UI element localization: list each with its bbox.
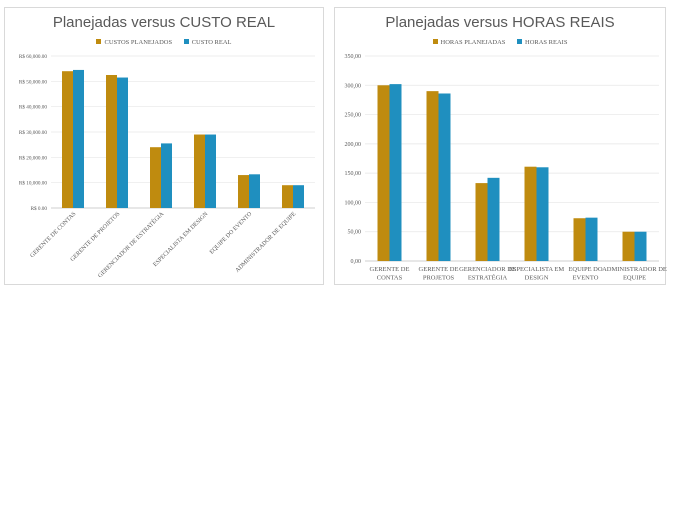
x-category-label-line: ESPECIALISTA EM bbox=[509, 266, 564, 273]
y-tick-label: R$ 20,000.00 bbox=[19, 154, 48, 161]
cost-chart-legend: CUSTOS PLANEJADOS CUSTO REAL bbox=[5, 39, 323, 46]
legend-item-actual-hours: HORAS REAIS bbox=[517, 39, 567, 46]
bar-planned bbox=[475, 183, 488, 261]
bar-planned bbox=[573, 218, 586, 261]
legend-label-planned-hours: HORAS PLANEJADAS bbox=[440, 39, 506, 46]
legend-swatch-planned bbox=[96, 39, 102, 45]
x-category-label: ESPECIALISTA EM DESIGN bbox=[509, 266, 564, 282]
y-tick-label: 50,00 bbox=[348, 230, 362, 236]
bar-planned bbox=[622, 231, 635, 261]
x-category-label-line: EQUIPE bbox=[623, 275, 646, 282]
bar-actual bbox=[293, 185, 304, 208]
x-category-label: GERENCIADOR DE ESTRATÉGIA bbox=[96, 209, 166, 279]
bar-actual bbox=[536, 167, 549, 261]
x-category-label-line: GERENCIADOR DE bbox=[459, 266, 516, 273]
bar-actual bbox=[205, 134, 216, 208]
x-category-label: GERENTE DE CONTAS bbox=[370, 266, 410, 282]
hours-chart-plot: 0,00 50,00 100,00 150,00 200,00 250,00 300,00 3… bbox=[345, 54, 667, 282]
bar-actual bbox=[73, 69, 84, 208]
y-tick-label: R$ 50,000.00 bbox=[19, 78, 48, 85]
y-tick-label: R$ 10,000.00 bbox=[19, 180, 48, 187]
hours-chart-panel: Planejadas versus HORAS REAIS HORAS PLAN… bbox=[334, 7, 667, 285]
bar-planned bbox=[194, 134, 205, 208]
x-category-label-line: CONTAS bbox=[377, 275, 403, 282]
x-category-label: GERENCIADOR DE ESTRATÉGIA bbox=[459, 266, 516, 282]
x-category-label: EQUIPE DO EVENTO bbox=[568, 266, 602, 282]
bar-planned bbox=[62, 71, 73, 208]
legend-item-planned: CUSTOS PLANEJADOS bbox=[96, 39, 172, 46]
bar-planned bbox=[282, 185, 293, 208]
bar-planned bbox=[238, 175, 249, 208]
bar-actual bbox=[634, 231, 647, 261]
x-category-label-line: EQUIPE DO bbox=[568, 266, 602, 273]
bar-actual bbox=[161, 143, 172, 208]
y-tick-label: 0,00 bbox=[351, 259, 362, 265]
bar-planned bbox=[106, 75, 117, 208]
cost-chart-panel: Planejadas versus CUSTO REAL CUSTOS PLAN… bbox=[4, 7, 324, 285]
bar-planned bbox=[150, 147, 161, 208]
x-category-label-line: GERENTE DE bbox=[419, 266, 459, 273]
x-category-label-line: ESTRATÉGIA bbox=[468, 274, 508, 282]
legend-item-planned-hours: HORAS PLANEJADAS bbox=[432, 39, 506, 46]
y-tick-label: R$ 30,000.00 bbox=[19, 129, 48, 136]
y-tick-label: 200,00 bbox=[345, 142, 362, 148]
y-tick-label: 100,00 bbox=[345, 200, 362, 206]
bar-actual bbox=[585, 217, 598, 261]
x-category-label-line: EVENTO bbox=[573, 275, 599, 282]
cost-chart-plot: R$ 0.00 R$ 10,000.00 R$ 20,000.00 R$ 30,000… bbox=[19, 53, 315, 279]
bar-planned bbox=[426, 91, 439, 262]
x-category-label: GERENTE DE PROJETOS bbox=[419, 266, 459, 282]
y-tick-label: R$ 60,000.00 bbox=[19, 53, 48, 60]
cost-chart-title: Planejadas versus CUSTO REAL bbox=[52, 14, 276, 31]
bar-actual bbox=[438, 93, 451, 261]
x-category-label: GERENTE DE CONTAS bbox=[29, 211, 77, 259]
legend-label-actual: CUSTO REAL bbox=[191, 39, 232, 46]
bar-actual bbox=[487, 177, 500, 261]
y-tick-label: 300,00 bbox=[345, 83, 362, 89]
x-category-label-line: GERENTE DE bbox=[370, 266, 410, 273]
hours-chart-legend: HORAS PLANEJADAS HORAS REAIS bbox=[335, 39, 665, 46]
bar-actual bbox=[117, 77, 128, 209]
y-tick-label: 250,00 bbox=[345, 113, 362, 119]
x-category-label-line: ADMINISTRADOR DE bbox=[602, 266, 667, 273]
x-category-label-line: DESIGN bbox=[525, 275, 549, 282]
x-category-label: EQUIPE DO EVENTO bbox=[209, 211, 254, 256]
bar-actual bbox=[389, 84, 402, 261]
legend-label-actual-hours: HORAS REAIS bbox=[525, 39, 568, 46]
x-category-label: ADMINISTRADOR DE EQUIPE bbox=[602, 266, 667, 282]
bar-planned bbox=[524, 166, 537, 261]
bar-planned bbox=[377, 85, 390, 262]
y-tick-label: 350,00 bbox=[345, 54, 362, 60]
y-tick-label: R$ 0.00 bbox=[31, 205, 48, 212]
hours-chart-title: Planejadas versus HORAS REAIS bbox=[385, 14, 615, 31]
legend-swatch-planned-hours bbox=[432, 39, 438, 45]
y-tick-label: 150,00 bbox=[345, 171, 362, 177]
legend-swatch-actual-hours bbox=[517, 39, 523, 45]
bar-actual bbox=[249, 174, 260, 208]
x-category-label-line: PROJETOS bbox=[423, 275, 455, 282]
legend-item-actual: CUSTO REAL bbox=[183, 39, 232, 46]
y-tick-label: R$ 40,000.00 bbox=[19, 104, 48, 111]
x-category-label: GERENTE DE PROJETOS bbox=[70, 211, 122, 263]
legend-label-planned: CUSTOS PLANEJADOS bbox=[104, 39, 173, 46]
legend-swatch-actual bbox=[183, 39, 189, 45]
